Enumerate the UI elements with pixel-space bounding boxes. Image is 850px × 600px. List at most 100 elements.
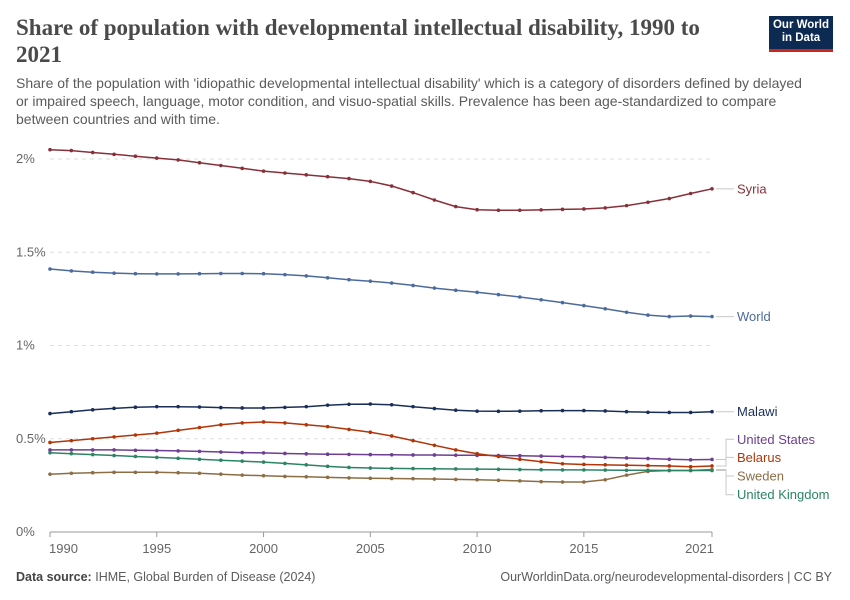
data-point[interactable] bbox=[48, 440, 52, 445]
data-point[interactable] bbox=[347, 402, 351, 407]
data-point[interactable] bbox=[112, 470, 116, 475]
data-point[interactable] bbox=[112, 448, 116, 452]
data-point[interactable] bbox=[389, 281, 394, 285]
data-point[interactable] bbox=[283, 171, 287, 175]
data-point[interactable] bbox=[219, 422, 223, 427]
data-point[interactable] bbox=[261, 406, 266, 410]
data-point[interactable] bbox=[475, 467, 479, 471]
data-point[interactable] bbox=[240, 473, 244, 477]
data-point[interactable] bbox=[539, 479, 543, 484]
data-point[interactable] bbox=[432, 466, 437, 471]
data-point[interactable] bbox=[411, 453, 415, 457]
data-point[interactable] bbox=[304, 274, 309, 278]
data-point[interactable] bbox=[582, 480, 586, 484]
data-point[interactable] bbox=[347, 427, 351, 432]
data-point[interactable] bbox=[582, 468, 586, 472]
data-point[interactable] bbox=[304, 404, 309, 409]
data-point[interactable] bbox=[90, 150, 95, 155]
data-point[interactable] bbox=[453, 477, 458, 482]
data-point[interactable] bbox=[389, 184, 394, 188]
series-label[interactable]: United States bbox=[737, 432, 816, 447]
data-point[interactable] bbox=[240, 459, 244, 463]
data-point[interactable] bbox=[582, 462, 586, 467]
data-point[interactable] bbox=[368, 402, 373, 406]
data-point[interactable] bbox=[475, 409, 479, 413]
data-point[interactable] bbox=[133, 470, 138, 475]
data-point[interactable] bbox=[90, 270, 95, 275]
data-point[interactable] bbox=[304, 463, 309, 467]
data-point[interactable] bbox=[710, 314, 714, 319]
data-point[interactable] bbox=[518, 409, 522, 413]
data-point[interactable] bbox=[325, 424, 330, 429]
data-point[interactable] bbox=[176, 428, 180, 433]
source-url[interactable]: OurWorldinData.org/neurodevelopmental-di… bbox=[500, 570, 832, 584]
series-label[interactable]: Belarus bbox=[737, 450, 782, 465]
data-point[interactable] bbox=[560, 207, 565, 212]
data-point[interactable] bbox=[154, 448, 159, 453]
data-point[interactable] bbox=[496, 292, 501, 297]
data-point[interactable] bbox=[560, 454, 565, 459]
data-point[interactable] bbox=[603, 455, 608, 460]
data-point[interactable] bbox=[112, 152, 116, 157]
data-point[interactable] bbox=[624, 203, 629, 208]
data-point[interactable] bbox=[283, 272, 287, 277]
data-point[interactable] bbox=[283, 461, 287, 466]
data-point[interactable] bbox=[154, 272, 159, 276]
data-point[interactable] bbox=[240, 271, 244, 276]
data-point[interactable] bbox=[197, 449, 202, 454]
data-point[interactable] bbox=[667, 196, 672, 201]
data-point[interactable] bbox=[539, 208, 543, 212]
data-point[interactable] bbox=[48, 411, 52, 416]
data-point[interactable] bbox=[197, 160, 202, 165]
data-point[interactable] bbox=[133, 448, 138, 453]
data-point[interactable] bbox=[496, 478, 501, 483]
data-point[interactable] bbox=[518, 208, 522, 213]
data-point[interactable] bbox=[582, 408, 586, 413]
data-point[interactable] bbox=[261, 473, 266, 478]
data-point[interactable] bbox=[475, 207, 479, 212]
data-point[interactable] bbox=[646, 410, 650, 415]
data-point[interactable] bbox=[112, 435, 116, 439]
data-point[interactable] bbox=[453, 408, 458, 413]
series-belarus[interactable] bbox=[48, 420, 714, 469]
data-point[interactable] bbox=[69, 269, 74, 273]
data-point[interactable] bbox=[411, 190, 415, 195]
data-point[interactable] bbox=[154, 404, 159, 409]
data-point[interactable] bbox=[325, 452, 330, 457]
data-point[interactable] bbox=[368, 179, 373, 184]
data-point[interactable] bbox=[688, 458, 693, 462]
data-point[interactable] bbox=[219, 163, 223, 168]
data-point[interactable] bbox=[646, 463, 650, 468]
data-point[interactable] bbox=[518, 453, 522, 458]
series-label[interactable]: World bbox=[737, 309, 771, 324]
data-point[interactable] bbox=[539, 467, 543, 472]
data-point[interactable] bbox=[582, 303, 586, 308]
data-point[interactable] bbox=[560, 480, 565, 484]
data-point[interactable] bbox=[560, 468, 565, 472]
data-point[interactable] bbox=[603, 463, 608, 467]
series-line[interactable] bbox=[49, 468, 713, 483]
data-point[interactable] bbox=[69, 448, 74, 452]
data-point[interactable] bbox=[112, 406, 116, 411]
data-point[interactable] bbox=[261, 169, 266, 173]
data-point[interactable] bbox=[667, 468, 672, 473]
data-point[interactable] bbox=[624, 463, 629, 468]
data-point[interactable] bbox=[453, 288, 458, 293]
data-point[interactable] bbox=[688, 464, 693, 469]
data-point[interactable] bbox=[624, 468, 629, 473]
series-united-states[interactable] bbox=[48, 448, 714, 462]
data-point[interactable] bbox=[710, 457, 714, 462]
data-point[interactable] bbox=[176, 272, 180, 276]
data-point[interactable] bbox=[240, 166, 244, 171]
data-point[interactable] bbox=[688, 410, 693, 415]
data-point[interactable] bbox=[411, 283, 415, 288]
data-point[interactable] bbox=[69, 148, 74, 153]
data-point[interactable] bbox=[197, 271, 202, 276]
data-point[interactable] bbox=[432, 453, 437, 457]
data-point[interactable] bbox=[475, 477, 479, 482]
series-line[interactable] bbox=[49, 403, 713, 415]
data-point[interactable] bbox=[133, 271, 138, 276]
data-point[interactable] bbox=[496, 467, 501, 472]
data-point[interactable] bbox=[389, 476, 394, 481]
data-point[interactable] bbox=[197, 457, 202, 462]
